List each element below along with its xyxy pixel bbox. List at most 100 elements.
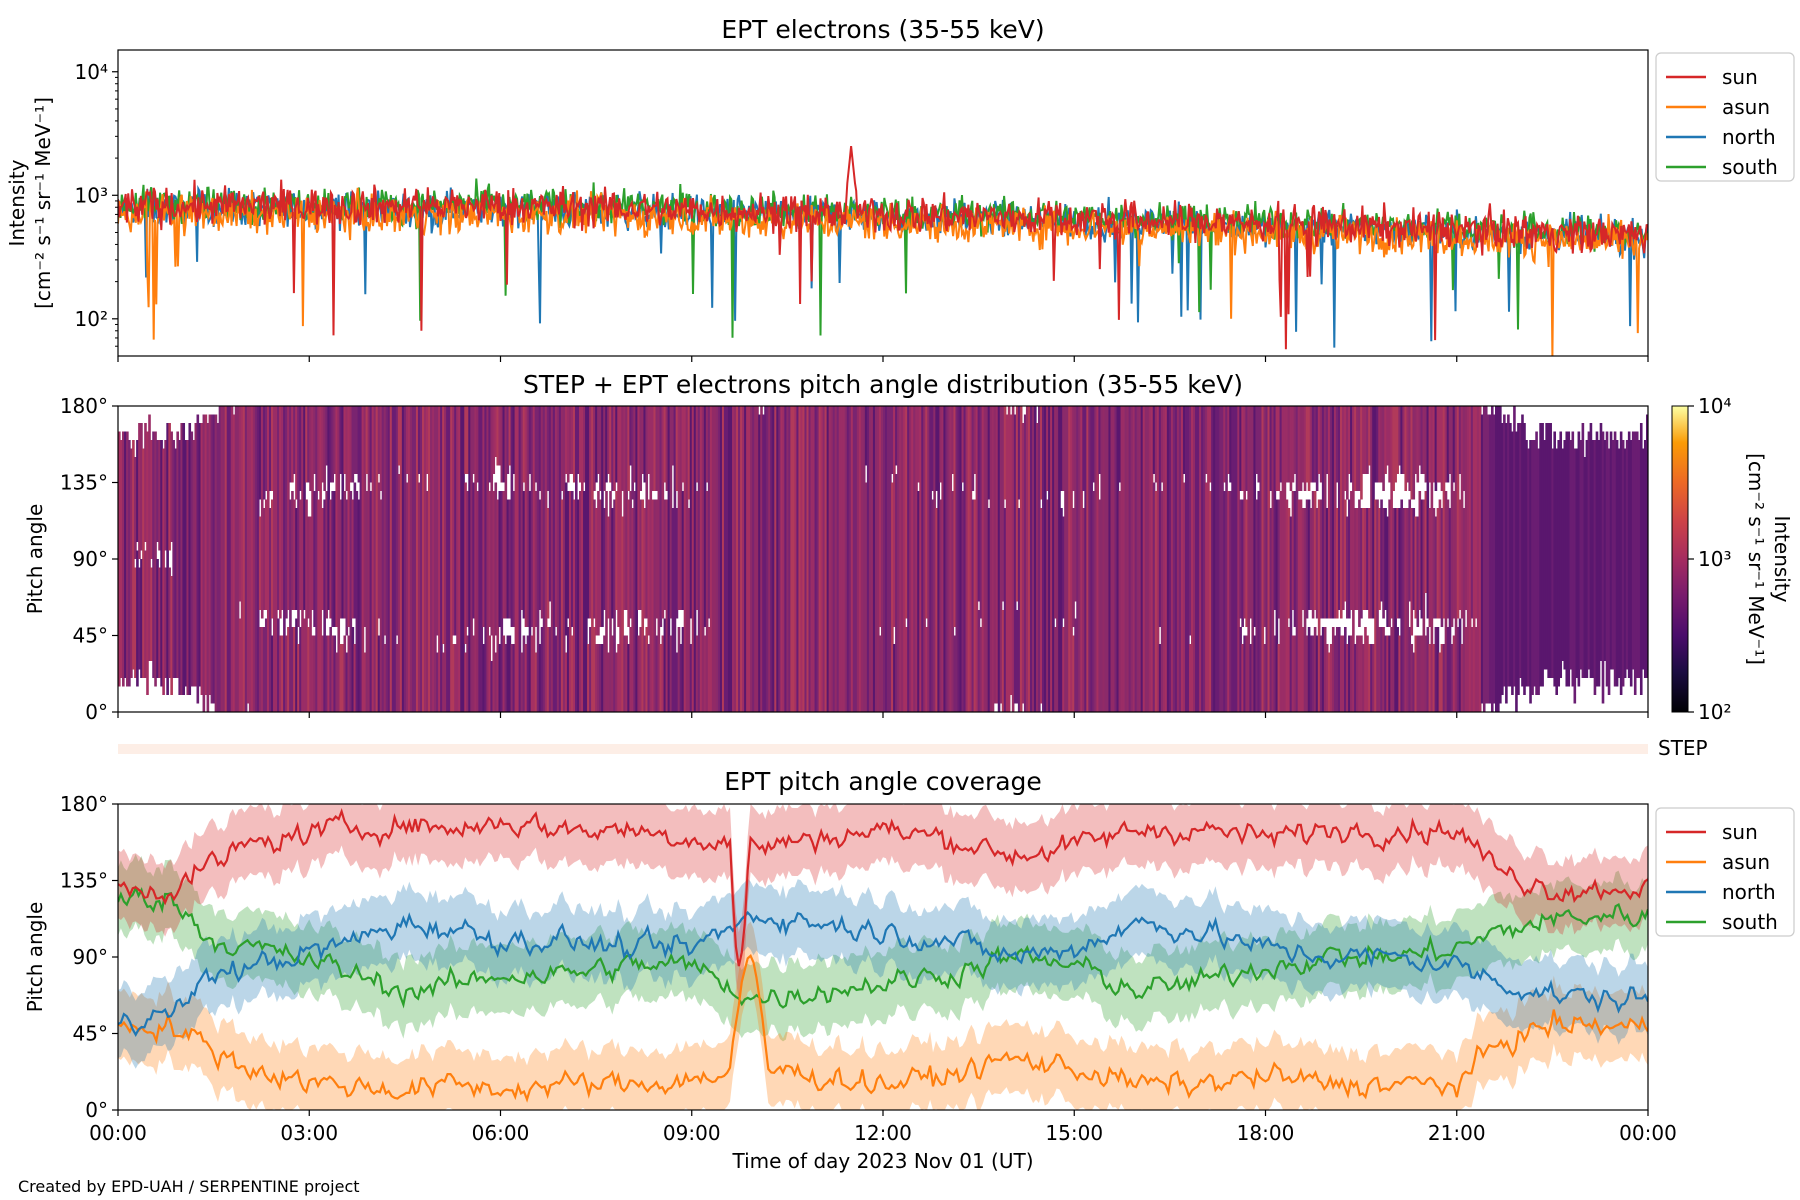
heatmap-cell xyxy=(281,635,284,712)
heatmap-cell xyxy=(719,406,723,712)
heatmap-cell xyxy=(566,406,570,483)
heatmap-cell xyxy=(287,406,290,610)
heatmap-cell xyxy=(1605,431,1609,687)
heatmap-cell xyxy=(639,627,643,712)
heatmap-cell xyxy=(856,406,860,712)
heatmap-cell xyxy=(1368,406,1371,466)
heatmap-cell xyxy=(512,406,516,474)
heatmap-cell xyxy=(1492,414,1496,704)
heatmap-cell xyxy=(599,499,602,627)
heatmap-cell xyxy=(210,414,214,704)
heatmap-cell xyxy=(262,406,266,500)
heatmap-cell xyxy=(1432,644,1436,712)
heatmap-cell xyxy=(144,550,147,678)
heatmap-cell xyxy=(1571,431,1575,687)
heatmap-cell xyxy=(504,406,508,619)
heatmap-cell xyxy=(355,406,359,474)
heatmap-cell xyxy=(1319,406,1323,483)
heatmap-cell xyxy=(1432,406,1436,483)
heatmap-cell xyxy=(1046,406,1049,491)
heatmap-cell xyxy=(1182,482,1186,712)
heatmap-cell xyxy=(790,406,793,712)
heatmap-cell xyxy=(1301,406,1305,483)
heatmap-cell xyxy=(1360,508,1363,619)
heatmap-cell xyxy=(762,414,765,712)
heatmap-cell xyxy=(1239,627,1242,712)
panel4-coverage-bands xyxy=(118,804,1648,1110)
heatmap-cell xyxy=(277,406,280,610)
heatmap-cell xyxy=(184,440,188,687)
heatmap-cell xyxy=(536,406,540,712)
heatmap-cell xyxy=(1112,406,1116,712)
heatmap-cell xyxy=(1042,406,1045,712)
heatmap-cell xyxy=(375,406,379,712)
heatmap-cell xyxy=(840,406,844,712)
heatmap-cell xyxy=(915,406,918,712)
heatmap-cell xyxy=(1358,406,1361,491)
x-tick-label: 00:00 xyxy=(1619,1121,1677,1145)
heatmap-cell xyxy=(695,491,699,610)
heatmap-cell xyxy=(307,516,310,619)
heatmap-cell xyxy=(983,406,987,712)
heatmap-cell xyxy=(653,406,657,491)
step-strip-bar xyxy=(118,744,1648,754)
heatmap-cell xyxy=(1416,635,1420,712)
colorbar xyxy=(1671,405,1689,713)
heatmap-cell xyxy=(685,406,689,712)
heatmap-cell xyxy=(613,499,616,712)
panel4-title: EPT pitch angle coverage xyxy=(724,767,1042,796)
coverage-band-sun xyxy=(118,804,1648,1001)
heatmap-cell xyxy=(941,406,944,712)
heatmap-cell xyxy=(369,491,373,712)
heatmap-cell xyxy=(397,406,401,466)
heatmap-cell xyxy=(514,406,518,712)
heatmap-cell xyxy=(1436,508,1440,619)
heatmap-cell xyxy=(1233,406,1236,712)
heatmap-cell xyxy=(484,406,487,712)
heatmap-cell xyxy=(1162,406,1166,712)
heatmap-cell xyxy=(1277,644,1281,712)
heatmap-cell xyxy=(1428,644,1432,712)
heatmap-cell xyxy=(782,406,785,712)
heatmap-cell xyxy=(1444,491,1448,712)
heatmap-cell xyxy=(621,406,624,491)
heatmap-cell xyxy=(587,406,590,619)
heatmap-cell xyxy=(1237,406,1240,712)
heatmap-cell xyxy=(568,406,572,474)
heatmap-cell xyxy=(1362,508,1365,610)
heatmap-cell xyxy=(925,406,928,619)
heatmap-cell xyxy=(776,406,779,712)
heatmap-cell xyxy=(1350,491,1353,610)
heatmap-cell xyxy=(917,406,920,483)
heatmap-cell xyxy=(222,406,226,712)
heatmap-cell xyxy=(148,414,151,661)
heatmap-cell xyxy=(472,406,475,474)
heatmap-cell xyxy=(1414,635,1418,712)
heatmap-cell xyxy=(1082,406,1085,491)
heatmap-cell xyxy=(663,406,667,483)
heatmap-cell xyxy=(603,508,606,610)
heatmap-cell xyxy=(1203,406,1206,712)
heatmap-cell xyxy=(1114,406,1118,712)
panel2-x-ticks xyxy=(117,712,1649,718)
heatmap-cell xyxy=(611,635,614,712)
heatmap-cell xyxy=(1362,406,1365,474)
heatmap-cell xyxy=(1432,508,1436,619)
colorbar-label-line1: Intensity xyxy=(1770,515,1794,602)
heatmap-cell xyxy=(365,491,369,712)
heatmap-cell xyxy=(949,406,953,712)
panel4-ytick-label: 0° xyxy=(85,1098,108,1122)
heatmap-cell xyxy=(677,627,681,712)
heatmap-cell xyxy=(979,406,983,619)
heatmap-cell xyxy=(852,406,856,712)
heatmap-cell xyxy=(1299,499,1303,712)
heatmap-cell xyxy=(734,406,737,712)
heatmap-cell xyxy=(1176,406,1180,712)
heatmap-cell xyxy=(1209,406,1212,483)
heatmap-cell xyxy=(607,652,610,712)
heatmap-cell xyxy=(1253,406,1257,627)
heatmap-cell xyxy=(1458,618,1462,712)
heatmap-cell xyxy=(1241,644,1244,712)
heatmap-cell xyxy=(361,406,365,712)
heatmap-cell xyxy=(760,406,763,712)
